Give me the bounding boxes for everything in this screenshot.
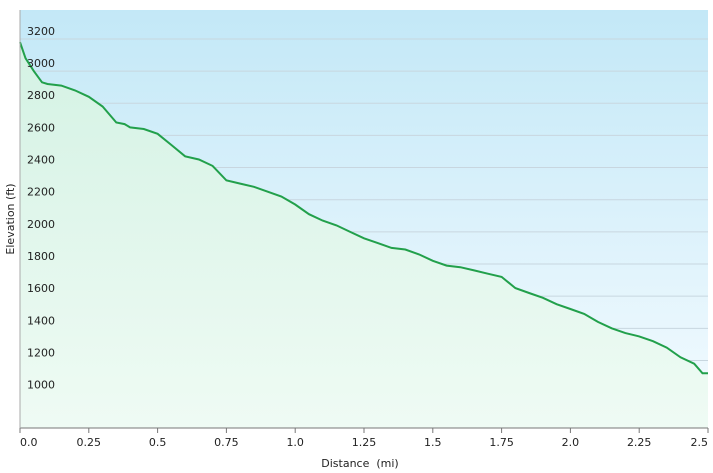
x-tick-label: 0.25 xyxy=(77,436,102,449)
y-tick-label: 1200 xyxy=(27,346,55,359)
y-tick-labels: 1000 1200 1400 1600 1800 2000 2200 2400 2600 2800… xyxy=(27,25,55,392)
x-tick-label: 0.75 xyxy=(214,436,239,449)
elevation-area-fill xyxy=(20,42,708,428)
y-tick-label: 2800 xyxy=(27,89,55,102)
y-tick-label: 2600 xyxy=(27,121,55,134)
x-tick-label: 2.5 xyxy=(691,436,709,449)
x-axis-title: Distance (mi) xyxy=(321,457,398,470)
x-tick-label: 2.25 xyxy=(627,436,652,449)
y-tick-label: 1000 xyxy=(27,379,55,392)
elevation-line xyxy=(19,41,708,375)
y-tick-label: 2400 xyxy=(27,154,55,167)
y-tick-label: 2000 xyxy=(27,218,55,231)
y-axis-title: Elevation (ft) xyxy=(4,183,17,254)
y-tick-label: 3200 xyxy=(27,25,55,38)
x-tick-labels: 0.0 0.25 0.5 0.75 1.0 1.25 1.5 1.75 2.0 2.25 2.5 xyxy=(20,436,708,449)
x-tick-label: 1.25 xyxy=(352,436,377,449)
y-tick-label: 1600 xyxy=(27,282,55,295)
x-tick-label: 1.5 xyxy=(424,436,442,449)
x-tick-label: 0.0 xyxy=(20,436,38,449)
x-tick-label: 2.0 xyxy=(562,436,580,449)
y-tick-label: 1800 xyxy=(27,250,55,263)
y-tick-label: 1400 xyxy=(27,314,55,327)
x-tick-label: 1.75 xyxy=(489,436,514,449)
y-tick-label: 2200 xyxy=(27,186,55,199)
x-gridlines xyxy=(19,428,709,433)
x-tick-label: 0.5 xyxy=(149,436,167,449)
x-tick-label: 1.0 xyxy=(286,436,304,449)
y-tick-label: 3000 xyxy=(27,57,55,70)
